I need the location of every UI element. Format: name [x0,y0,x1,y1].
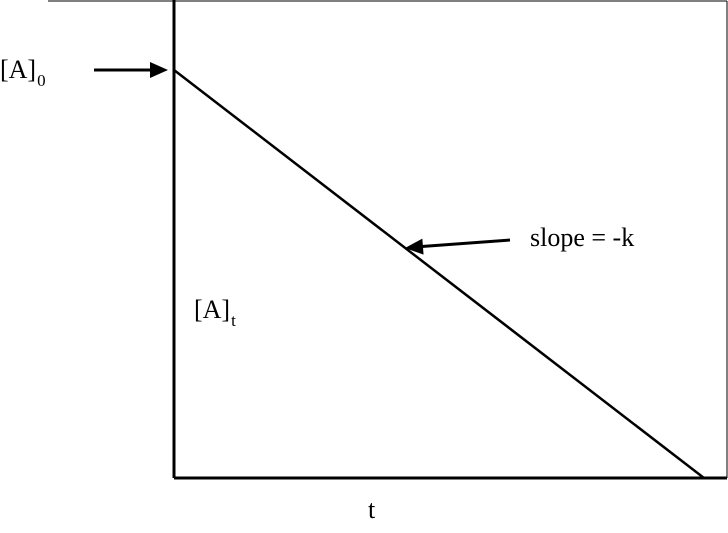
slope-label: slope = -k [530,223,634,252]
kinetics-plot: [A]0 [A]t slope = -k t [0,0,728,533]
slope-arrow-shaft [415,240,510,247]
x-axis-label: t [368,495,376,524]
slope-arrow-head [405,239,424,255]
concentration-line [174,70,704,478]
y-intercept-arrow-head [150,62,168,78]
y-intercept-label: [A]0 [0,55,46,90]
y-axis-label: [A]t [194,295,236,330]
